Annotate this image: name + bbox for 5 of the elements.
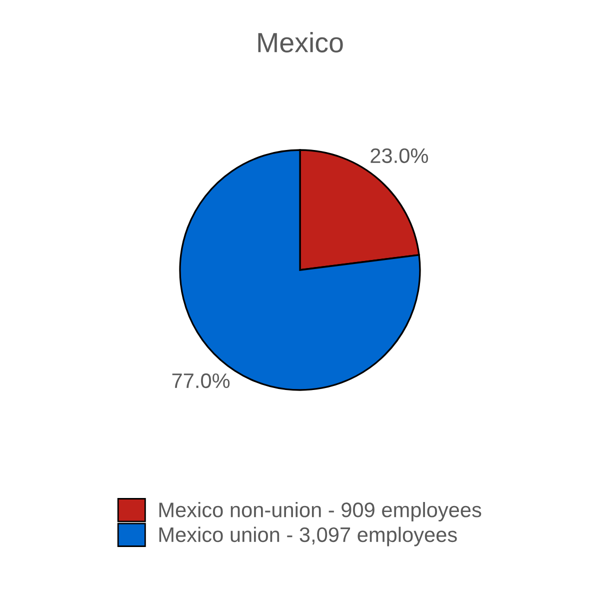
- data-label: 23.0%: [370, 148, 428, 164]
- legend-label: Mexico non-union - 909 employees: [159, 502, 482, 522]
- data-label: 77.0%: [172, 373, 230, 388]
- legend-label: Mexico union - 3,097 employees: [159, 526, 457, 546]
- chart-title: Mexico: [258, 32, 343, 52]
